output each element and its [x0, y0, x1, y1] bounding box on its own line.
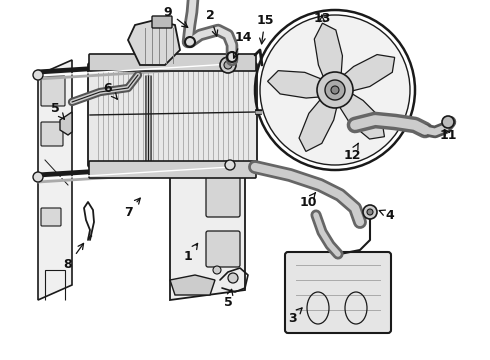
FancyBboxPatch shape [41, 122, 63, 146]
Polygon shape [342, 55, 394, 91]
Text: 14: 14 [233, 31, 252, 58]
Polygon shape [60, 112, 72, 135]
Circle shape [33, 172, 43, 182]
Circle shape [317, 72, 353, 108]
FancyBboxPatch shape [41, 76, 65, 106]
FancyBboxPatch shape [285, 252, 391, 333]
Circle shape [367, 209, 373, 215]
Polygon shape [170, 55, 245, 300]
Circle shape [331, 86, 339, 94]
Text: 15: 15 [256, 14, 274, 44]
Text: 3: 3 [288, 308, 302, 324]
Text: 6: 6 [104, 81, 117, 99]
Circle shape [224, 61, 232, 69]
Text: 2: 2 [206, 9, 218, 36]
Polygon shape [299, 98, 337, 152]
Text: 7: 7 [123, 198, 140, 219]
Polygon shape [38, 60, 72, 300]
FancyBboxPatch shape [89, 54, 256, 71]
Text: 8: 8 [64, 243, 84, 271]
Circle shape [260, 15, 410, 165]
Circle shape [33, 70, 43, 80]
Polygon shape [170, 275, 215, 295]
Circle shape [225, 57, 235, 67]
Circle shape [213, 266, 221, 274]
Text: 10: 10 [299, 193, 317, 208]
Circle shape [220, 57, 236, 73]
FancyBboxPatch shape [206, 231, 240, 267]
Circle shape [363, 205, 377, 219]
FancyBboxPatch shape [206, 175, 240, 217]
FancyBboxPatch shape [88, 63, 257, 167]
FancyBboxPatch shape [41, 208, 61, 226]
Circle shape [225, 160, 235, 170]
Circle shape [325, 80, 345, 100]
FancyBboxPatch shape [152, 16, 172, 28]
Text: 4: 4 [379, 208, 394, 221]
Text: 12: 12 [343, 143, 361, 162]
FancyBboxPatch shape [89, 161, 256, 178]
Text: 1: 1 [184, 243, 197, 264]
Polygon shape [128, 20, 180, 65]
Polygon shape [338, 92, 385, 139]
Text: 5: 5 [223, 289, 233, 309]
Polygon shape [314, 23, 343, 80]
Text: 9: 9 [164, 5, 188, 27]
Text: 11: 11 [439, 129, 457, 141]
Text: 5: 5 [50, 102, 64, 119]
Circle shape [442, 116, 454, 128]
Polygon shape [268, 71, 324, 98]
Circle shape [228, 273, 238, 283]
Text: 13: 13 [313, 12, 331, 24]
